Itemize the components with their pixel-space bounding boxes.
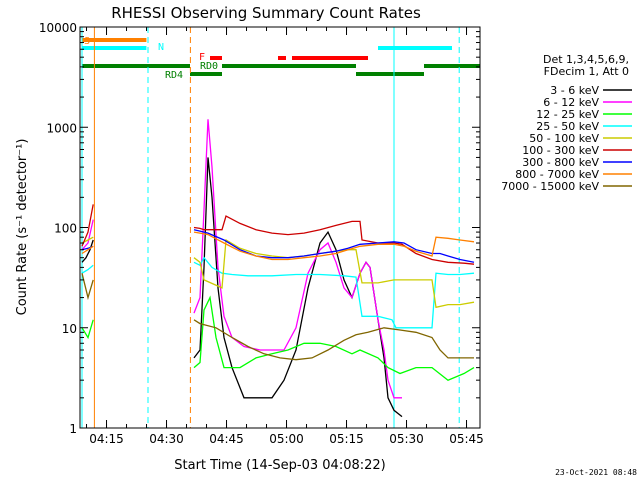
y-tick-label-0: 1 [69,422,77,436]
y-tick-label-1: 10 [62,322,77,336]
legend-label-2: 12 - 25 keV [536,108,599,121]
legend-label-5: 100 - 300 keV [522,144,599,157]
series-line-8-0 [81,273,94,301]
x-tick-label-2: 04:45 [209,432,244,446]
timestamp: 23-Oct-2021 08:48 [555,468,637,477]
x-tick-label-6: 05:45 [449,432,484,446]
y-axis-label: Count Rate (s⁻¹ detector⁻¹) [15,139,30,316]
series-line-2-1 [193,295,475,381]
x-axis-label: Start Time (14-Sep-03 04:08:22) [174,458,385,473]
flag-label-f: F [199,52,205,63]
legend-label-0: 3 - 6 keV [550,84,599,97]
legend-label-4: 50 - 100 keV [529,132,599,145]
flag-label-rd4: RD4 [165,70,183,81]
series-line-8-1 [193,319,474,361]
y-tick-label-2: 100 [54,222,77,236]
legend-header-0: Det 1,3,4,5,6,9, [543,53,629,66]
legend-label-1: 6 - 12 keV [543,96,599,109]
series-line-1-0 [81,219,94,251]
legend-label-7: 800 - 7000 keV [515,168,599,181]
x-tick-label-5: 05:30 [389,432,424,446]
legend-label-3: 25 - 50 keV [536,120,599,133]
series-layer [81,119,475,418]
legend-label-8: 7000 - 15000 keV [501,180,599,193]
x-tick-label-3: 05:00 [269,432,304,446]
flag-label-rd0: RD0 [200,61,218,72]
series-line-6-1 [193,229,475,263]
flag-label-n: N [158,42,164,53]
series-line-5-1 [193,215,475,265]
y-tick-label-4: 10000 [39,21,77,35]
vertical-markers-layer [81,27,460,428]
series-line-5-0 [81,204,94,247]
series-line-1-1 [193,119,402,399]
series-line-4-1 [193,238,475,309]
series-line-7-0 [81,245,94,255]
legend-label-6: 300 - 800 keV [522,156,599,169]
series-line-3-1 [193,256,475,329]
x-tick-label-1: 04:30 [149,432,184,446]
series-line-0-0 [81,239,94,263]
chart-title: RHESSI Observing Summary Count Rates [111,4,421,22]
legend-header-1: FDecim 1, Att 0 [544,65,629,78]
x-tick-label-0: 04:15 [89,432,124,446]
y-tick-label-3: 1000 [46,121,77,135]
x-tick-label-4: 05:15 [329,432,364,446]
flag-label-s: S [84,36,90,47]
series-line-0-1 [193,157,403,418]
series-line-2-0 [81,319,94,340]
series-line-7-1 [193,231,475,261]
legend: Det 1,3,4,5,6,9,FDecim 1, Att 0 3 - 6 keV… [501,53,632,193]
series-line-3-0 [81,264,94,274]
axes-layer: 04:15 04:30 04:45 05:00 05:15 05:30 05:45 1 10 10… [39,21,484,446]
